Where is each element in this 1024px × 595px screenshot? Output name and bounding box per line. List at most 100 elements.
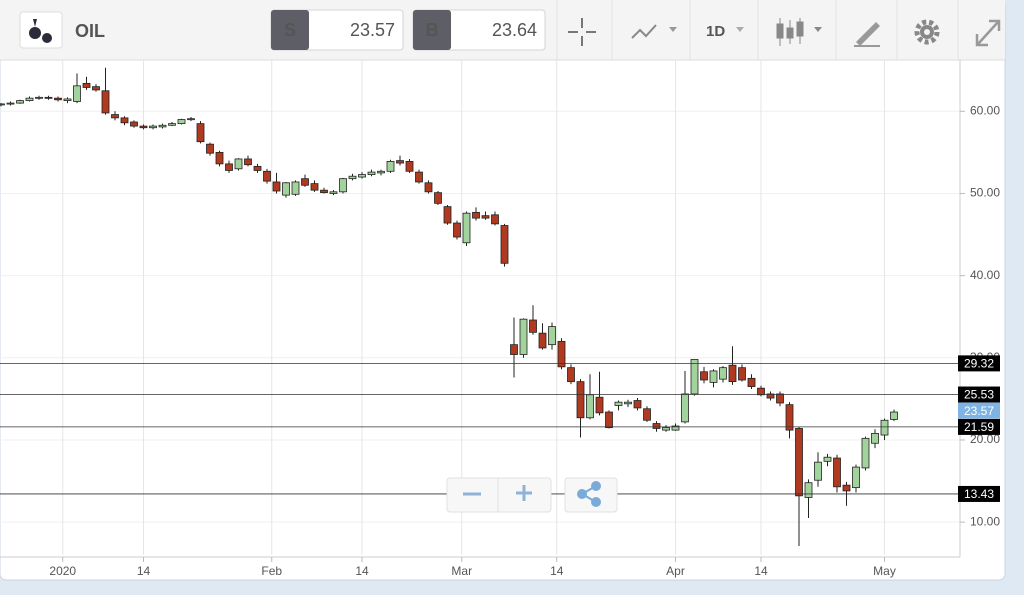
candle-body: [415, 171, 423, 183]
candle-body: [6, 102, 15, 105]
candle-body: [595, 396, 604, 414]
candle-body: [880, 419, 889, 436]
share-box: [564, 477, 618, 513]
candle-body: [804, 482, 813, 498]
plot: [0, 60, 960, 555]
candle-body: [690, 359, 699, 395]
candle-body: [92, 86, 100, 91]
candle-body: [871, 432, 879, 444]
buy-price: 23.64: [492, 20, 537, 40]
candle-body: [567, 367, 575, 383]
candle-body: [747, 377, 756, 387]
candle-body: [187, 118, 195, 121]
candle-body: [158, 124, 167, 128]
chart-type-button[interactable]: [631, 24, 677, 39]
x-tick-label: 14: [355, 564, 369, 578]
candle-body: [358, 174, 366, 178]
zoom-in-button[interactable]: [516, 485, 532, 501]
level-label-box: [958, 386, 1000, 403]
candle-body: [263, 170, 271, 182]
candle-body: [776, 393, 784, 404]
buy-label: B: [426, 20, 439, 40]
crosshair-button[interactable]: [568, 18, 596, 46]
settings-button[interactable]: [914, 19, 940, 45]
level-label-box: [958, 355, 1000, 372]
timeframe[interactable]: 1D: [706, 23, 725, 40]
candle-body: [785, 404, 794, 431]
candle-body: [206, 143, 214, 154]
candle-body: [548, 326, 556, 346]
candle-body: [101, 90, 110, 114]
candle-body: [73, 85, 81, 102]
candle-body: [671, 425, 680, 431]
drop: [33, 19, 37, 27]
chart: 10.0020.0030.0040.0050.0060.00202014Feb1…: [0, 60, 1000, 578]
candle-style-button[interactable]: [776, 18, 822, 46]
toolbar: OIL S 23.57 B 23.64 1D: [0, 0, 1005, 61]
level-label: 13.43: [964, 487, 994, 501]
candle-body: [244, 158, 252, 166]
candle-body: [282, 182, 290, 196]
candle-body: [25, 97, 34, 102]
candle-body: [234, 158, 243, 170]
candle-body: [624, 401, 632, 405]
x-tick-label: May: [873, 564, 896, 578]
candle-body: [329, 191, 338, 194]
candle-body: [54, 97, 62, 101]
sell-tag: [271, 10, 309, 50]
candle-body: [652, 423, 661, 429]
candle-body: [633, 400, 642, 409]
candle-body: [272, 181, 281, 192]
candle-body: [377, 170, 385, 174]
level-label: 29.32: [964, 357, 994, 371]
candle-body: [500, 225, 509, 264]
candle-body: [177, 119, 186, 125]
candle-body: [510, 344, 518, 355]
candle-body: [139, 125, 148, 129]
candle-body: [491, 214, 499, 225]
candle-body: [757, 387, 765, 396]
candle-body: [472, 211, 480, 219]
last-price-label: 23.57: [964, 404, 994, 418]
level-label-box: [958, 418, 1000, 435]
candle-body: [291, 181, 300, 195]
candle-body: [719, 367, 727, 380]
drop: [42, 33, 52, 43]
x-tick-label: Mar: [451, 564, 472, 578]
share-button[interactable]: [577, 481, 601, 507]
candle-body: [367, 171, 376, 175]
candle-body: [453, 222, 461, 238]
x-tick-label: 2020: [49, 564, 76, 578]
candle-body: [614, 401, 623, 406]
candle-body: [434, 192, 442, 204]
candle-body: [681, 393, 689, 423]
candle-body: [225, 163, 233, 171]
candle-body: [842, 484, 851, 492]
candle-body: [44, 96, 53, 99]
candle-body: [82, 82, 91, 88]
candle-body: [386, 161, 395, 172]
candle-body: [738, 367, 746, 381]
candle-body: [662, 427, 670, 431]
candle-body: [766, 393, 775, 399]
expand-button[interactable]: [975, 19, 1001, 47]
candle-body: [481, 215, 490, 219]
candle-body: [795, 428, 803, 497]
candle-body: [462, 212, 471, 244]
draw-button[interactable]: [854, 22, 880, 47]
candle-body: [0, 103, 5, 106]
last-price-box: [958, 402, 1000, 419]
candle-body: [424, 182, 433, 193]
y-tick-label: 20.00: [970, 432, 1000, 446]
x-tick-label: 14: [137, 564, 151, 578]
x-tick-label: Feb: [261, 564, 282, 578]
candle-body: [310, 183, 319, 191]
candle-body: [149, 125, 157, 129]
candle-body: [519, 318, 528, 355]
candle-body: [709, 370, 718, 383]
dropdown-arrow: [736, 27, 744, 32]
y-tick-label: 60.00: [970, 103, 1000, 117]
candle-body: [35, 96, 43, 99]
level-label: 21.59: [964, 420, 994, 434]
